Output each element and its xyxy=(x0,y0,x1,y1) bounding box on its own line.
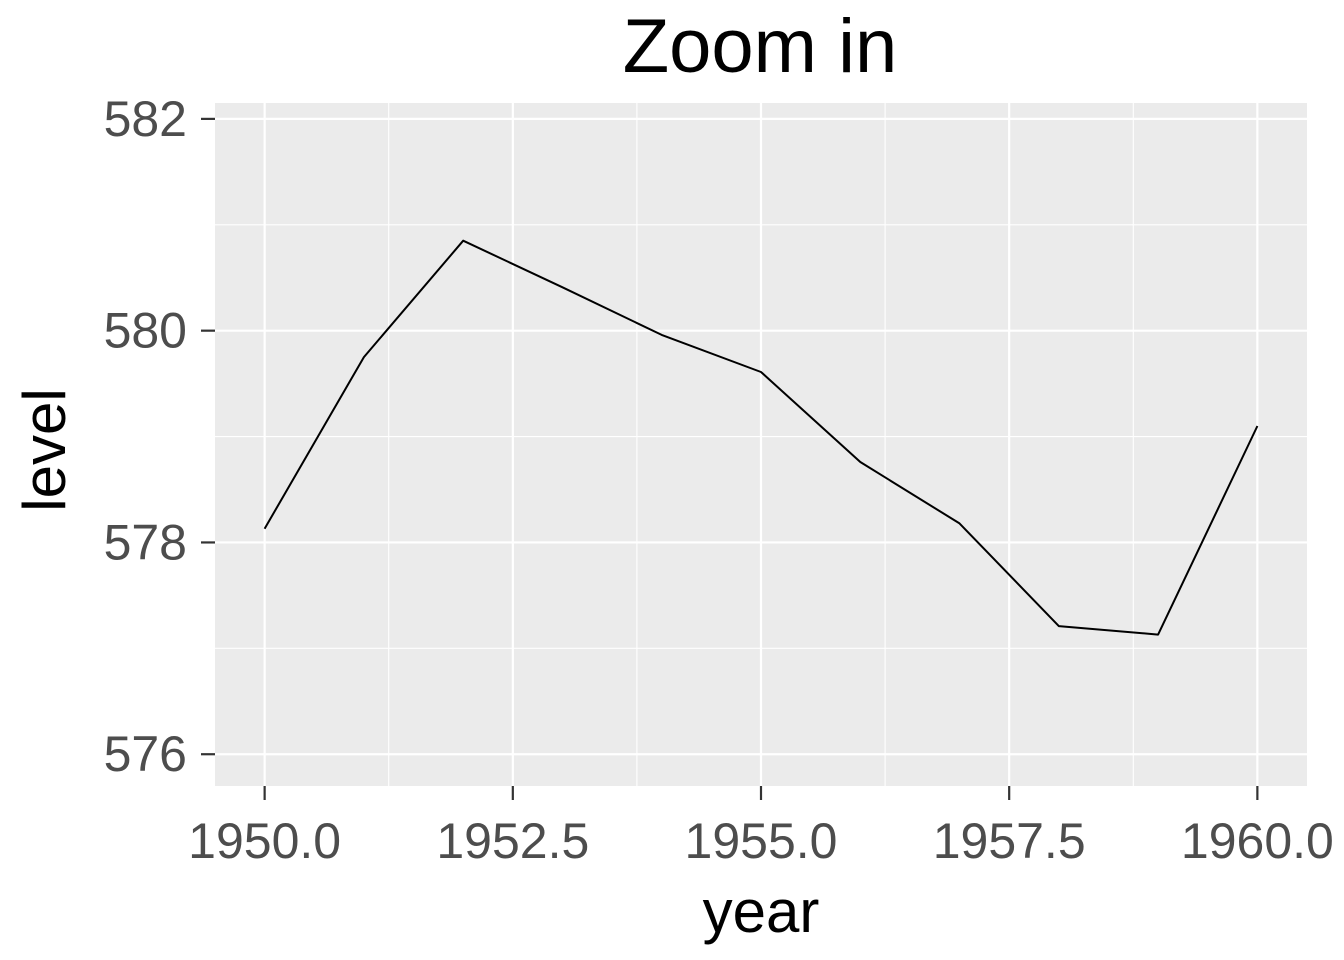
series-layer xyxy=(263,239,1259,636)
x-tick-label-0: 1950.0 xyxy=(188,813,341,869)
x-tick-label-2: 1955.0 xyxy=(685,813,838,869)
x-tick-label-1: 1952.5 xyxy=(436,813,589,869)
x-axis-title: year xyxy=(703,878,820,945)
x-tick-label-4: 1960.0 xyxy=(1181,813,1334,869)
y-axis-title: level xyxy=(11,388,78,511)
x-tick-label-3: 1957.5 xyxy=(933,813,1086,869)
axes: 576 578 580 582 1950.0 1952.5 1955.0 1957.5 1960… xyxy=(104,91,1334,869)
chart-title: Zoom in xyxy=(623,4,898,89)
y-tick-label-0: 576 xyxy=(104,726,187,782)
grid-lines xyxy=(215,103,1307,786)
y-tick-label-1: 578 xyxy=(104,514,187,570)
y-tick-label-2: 580 xyxy=(104,303,187,359)
y-tick-label-3: 582 xyxy=(104,91,187,147)
series-line-0 xyxy=(263,239,1259,636)
